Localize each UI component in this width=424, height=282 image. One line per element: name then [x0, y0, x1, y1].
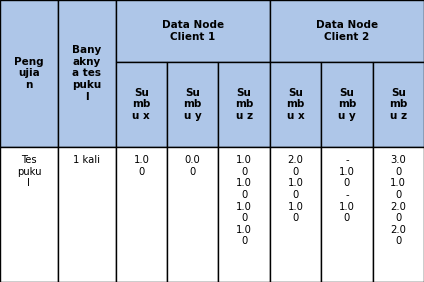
- Text: Su
mb
u y: Su mb u y: [338, 88, 356, 121]
- Bar: [321, 147, 373, 282]
- Text: Su
mb
u z: Su mb u z: [235, 88, 253, 121]
- Text: Tes
puku
l: Tes puku l: [17, 155, 41, 188]
- Text: -
1.0
0
-
1.0
0: - 1.0 0 - 1.0 0: [339, 155, 355, 223]
- Bar: [0, 0, 58, 147]
- Bar: [58, 0, 116, 147]
- Bar: [373, 62, 424, 147]
- Bar: [321, 62, 373, 147]
- Bar: [373, 147, 424, 282]
- Bar: [116, 0, 270, 62]
- Text: Data Node
Client 1: Data Node Client 1: [162, 20, 224, 42]
- Bar: [270, 0, 424, 62]
- Bar: [167, 62, 218, 147]
- Bar: [218, 147, 270, 282]
- Text: Su
mb
u y: Su mb u y: [184, 88, 202, 121]
- Bar: [270, 147, 321, 282]
- Bar: [116, 62, 167, 147]
- Text: Peng
ujia
n: Peng ujia n: [14, 57, 44, 90]
- Text: Su
mb
u z: Su mb u z: [389, 88, 407, 121]
- Text: 1 kali: 1 kali: [73, 155, 100, 165]
- Text: 0.0
0: 0.0 0: [185, 155, 201, 177]
- Bar: [0, 147, 58, 282]
- Text: Su
mb
u x: Su mb u x: [286, 88, 305, 121]
- Bar: [167, 147, 218, 282]
- Text: Su
mb
u x: Su mb u x: [132, 88, 151, 121]
- Text: 1.0
0
1.0
0
1.0
0
1.0
0: 1.0 0 1.0 0 1.0 0 1.0 0: [236, 155, 252, 246]
- Text: 1.0
0: 1.0 0: [134, 155, 149, 177]
- Text: Bany
akny
a tes
puku
l: Bany akny a tes puku l: [72, 45, 101, 102]
- Text: 2.0
0
1.0
0
1.0
0: 2.0 0 1.0 0 1.0 0: [287, 155, 304, 223]
- Bar: [270, 62, 321, 147]
- Bar: [218, 62, 270, 147]
- Bar: [116, 147, 167, 282]
- Text: Data Node
Client 2: Data Node Client 2: [316, 20, 378, 42]
- Bar: [58, 147, 116, 282]
- Text: 3.0
0
1.0
0
2.0
0
2.0
0: 3.0 0 1.0 0 2.0 0 2.0 0: [391, 155, 406, 246]
